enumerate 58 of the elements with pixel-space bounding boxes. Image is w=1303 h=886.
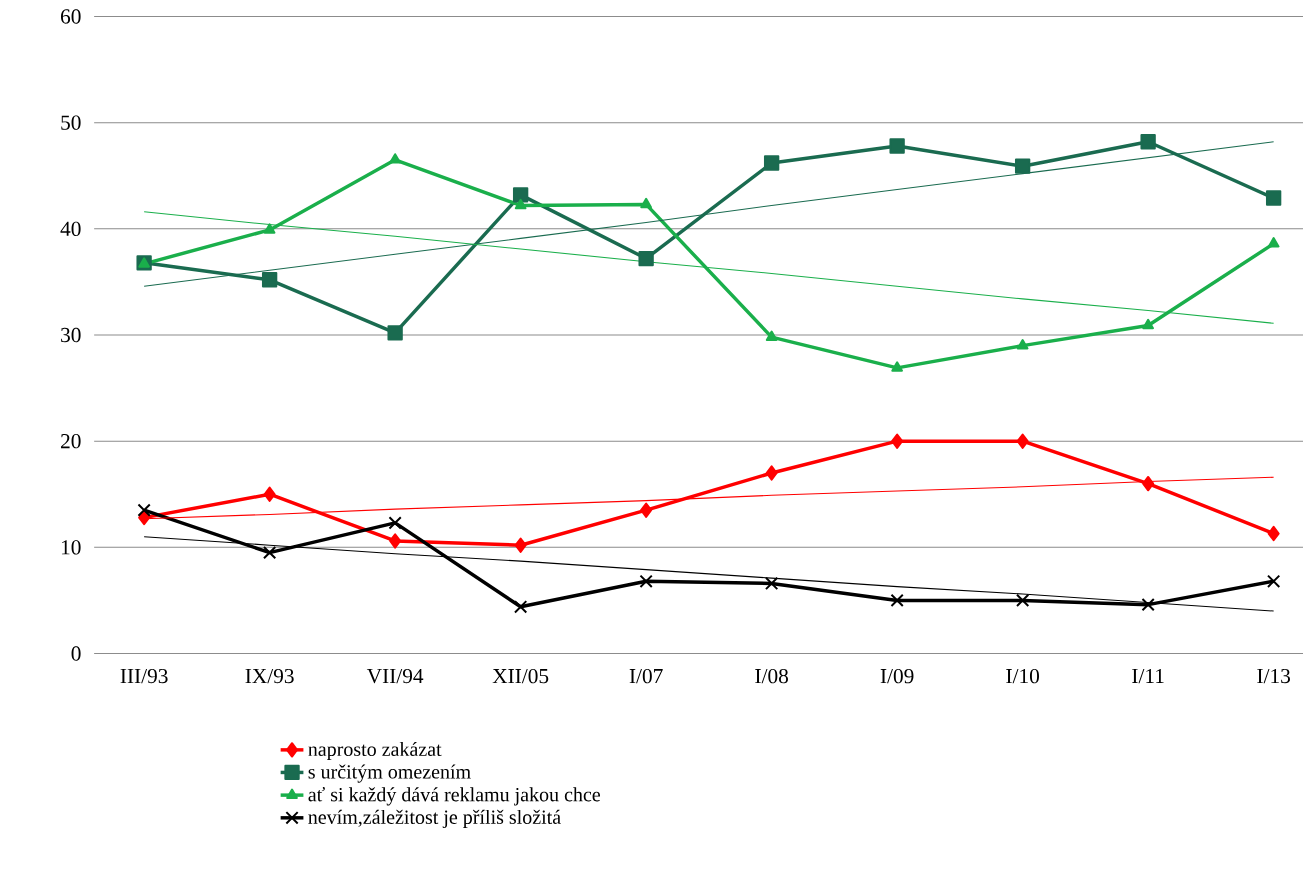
- point: [389, 153, 401, 164]
- point: [640, 502, 653, 518]
- x-tick-label: IX/93: [245, 668, 294, 684]
- y-tick-label: 10: [61, 540, 81, 555]
- point: [261, 272, 278, 288]
- point: [512, 187, 529, 203]
- point: [1014, 158, 1031, 174]
- point: [1142, 318, 1154, 330]
- legend-label: nevím,záležitost je příliš složitá: [308, 809, 561, 829]
- point: [891, 433, 904, 449]
- point: [1266, 574, 1281, 588]
- point: [763, 155, 780, 171]
- y-tick-label: 0: [71, 646, 81, 661]
- x-tick-label: I/13: [1257, 668, 1290, 684]
- x-tick-label: XII/05: [492, 668, 549, 684]
- point: [640, 197, 652, 209]
- x-tick-label: VII/94: [366, 668, 424, 684]
- point: [889, 138, 905, 154]
- point: [764, 576, 779, 591]
- point: [1141, 598, 1155, 612]
- point: [1140, 134, 1156, 150]
- point: [514, 198, 527, 210]
- x-tick-label: I/09: [880, 668, 914, 684]
- point: [1016, 433, 1029, 449]
- point: [513, 600, 528, 614]
- y-tick-label: 40: [60, 221, 81, 237]
- legend-label: ať si každý dává reklamu jakou chce: [308, 787, 601, 806]
- legend-label: naprosto zakázat: [308, 741, 442, 761]
- x-tick-label: I/11: [1132, 668, 1164, 684]
- point: [1265, 190, 1282, 206]
- point: [890, 593, 904, 608]
- y-tick-label: 50: [61, 115, 81, 130]
- point: [765, 330, 778, 341]
- legend-label: s určitým omezením: [308, 764, 471, 783]
- point: [263, 486, 276, 502]
- y-tick-label: 60: [61, 9, 81, 24]
- point: [639, 574, 653, 588]
- x-tick-label: III/93: [120, 668, 168, 684]
- point: [263, 223, 276, 234]
- point: [137, 503, 151, 517]
- point: [388, 516, 402, 530]
- point: [262, 545, 277, 560]
- x-tick-label: I/07: [629, 668, 663, 684]
- point: [638, 250, 654, 267]
- y-tick-label: 20: [61, 433, 81, 449]
- point: [387, 325, 403, 341]
- point: [1267, 525, 1280, 542]
- point: [1142, 475, 1155, 492]
- point: [891, 361, 903, 372]
- x-tick-label: I/08: [755, 668, 788, 684]
- point: [1267, 237, 1280, 248]
- point: [1016, 339, 1029, 350]
- point: [1015, 593, 1030, 608]
- x-tick-label: I/10: [1006, 668, 1040, 684]
- y-tick-label: 30: [61, 327, 81, 343]
- point: [389, 533, 402, 549]
- point: [514, 537, 527, 553]
- point: [765, 465, 778, 481]
